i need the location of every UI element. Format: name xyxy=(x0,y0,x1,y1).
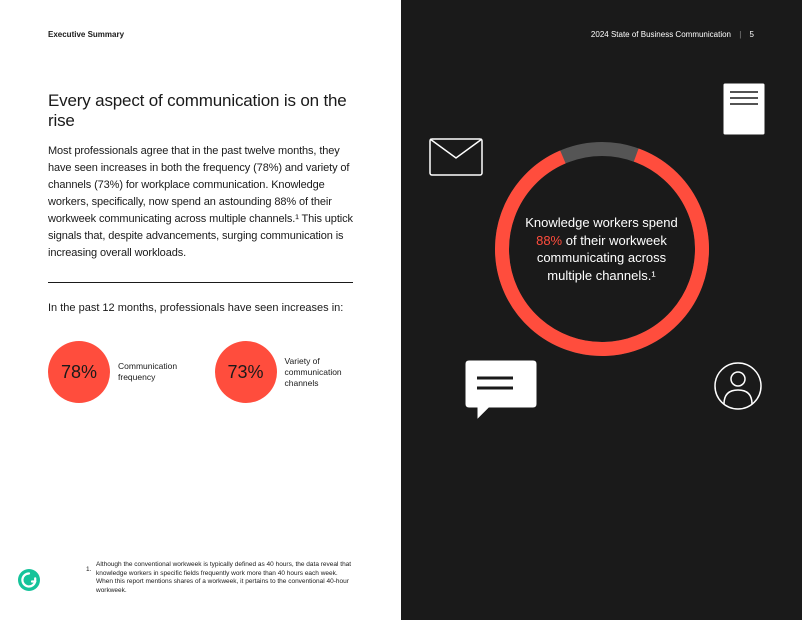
section-label: Executive Summary xyxy=(48,30,353,39)
stat-frequency: 78% Communication frequency xyxy=(48,341,187,403)
separator: | xyxy=(739,30,741,39)
stat-variety: 73% Variety of communication channels xyxy=(215,341,354,403)
stat-label: Communication frequency xyxy=(118,361,187,383)
grammarly-logo-icon xyxy=(18,569,40,596)
doc-title: 2024 State of Business Communication | 5 xyxy=(591,30,754,39)
body-text: Most professionals agree that in the pas… xyxy=(48,143,353,262)
document-icon xyxy=(722,82,766,141)
donut-highlight: 88% xyxy=(536,232,562,247)
footnote: Although the conventional workweek is ty… xyxy=(96,561,353,596)
chat-icon xyxy=(463,358,539,429)
stat-label: Variety of communication channels xyxy=(285,356,354,389)
stat-circle: 78% xyxy=(48,341,110,403)
person-icon xyxy=(714,362,762,415)
subhead: In the past 12 months, professionals hav… xyxy=(48,301,353,317)
stats-row: 78% Communication frequency 73% Variety … xyxy=(48,341,353,403)
right-page: 2024 State of Business Communication | 5… xyxy=(401,0,802,620)
stat-circle: 73% xyxy=(215,341,277,403)
page-number: 5 xyxy=(750,30,754,39)
envelope-icon xyxy=(429,138,483,181)
left-page: Executive Summary Every aspect of commun… xyxy=(0,0,401,620)
footnote-number: 1. xyxy=(86,566,91,573)
divider xyxy=(48,282,353,283)
doc-title-text: 2024 State of Business Communication xyxy=(591,30,731,39)
donut-text: Knowledge workers spend 88% of their wor… xyxy=(519,214,684,284)
headline: Every aspect of communication is on the … xyxy=(48,91,353,131)
donut-text-pre: Knowledge workers spend xyxy=(525,215,677,230)
donut-chart: Knowledge workers spend 88% of their wor… xyxy=(493,140,711,358)
